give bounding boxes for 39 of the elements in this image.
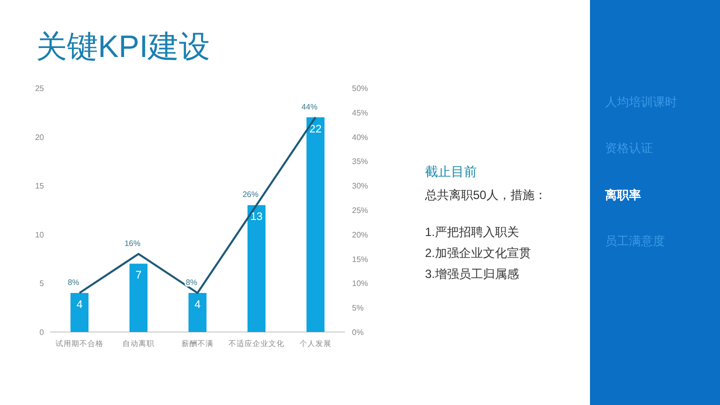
data-label: 7 <box>135 270 142 282</box>
text: 3.增强员工归属感 <box>425 267 520 281</box>
data-label: 8% <box>68 278 80 287</box>
y2-tick-label: 35% <box>352 157 368 166</box>
y2-tick-label: 20% <box>352 230 368 240</box>
y2-tick-label: 45% <box>352 108 368 118</box>
y-tick-label: 10 <box>35 230 45 240</box>
bar <box>130 264 148 332</box>
y-tick-label: 5 <box>40 279 45 288</box>
text: 1.严把招聘入职关 <box>425 225 520 239</box>
data-label: 8% <box>186 278 198 287</box>
data-label: 26% <box>242 190 259 200</box>
data-label: 16% <box>124 238 141 248</box>
data-label: 4 <box>76 298 83 311</box>
bar <box>70 292 88 332</box>
data-label: 4 <box>194 298 201 311</box>
y2-tick-label: 10% <box>352 279 368 288</box>
y2-tick-label: 30% <box>352 182 368 191</box>
data-label: 13 <box>250 211 263 224</box>
text: 总共离职50人，措施： <box>424 188 546 202</box>
y-tick-label: 0 <box>40 328 45 337</box>
y2-tick-label: 25% <box>352 206 368 215</box>
y-tick-label: 20 <box>35 132 45 142</box>
data-label: 22 <box>309 123 322 136</box>
bar <box>188 292 206 332</box>
data-label: 44% <box>301 102 318 112</box>
y-tick-label: 25 <box>35 84 45 93</box>
y2-tick-label: 15% <box>352 254 368 264</box>
text: 2.加强企业文化宣贯 <box>425 246 532 260</box>
text: 截止目前 <box>425 164 477 179</box>
y2-tick-label: 50% <box>352 84 368 93</box>
y2-tick-label: 5% <box>352 304 364 313</box>
y2-tick-label: 40% <box>352 132 368 142</box>
text: 离职率 <box>604 188 641 202</box>
y-tick-label: 15 <box>35 182 45 191</box>
y2-tick-label: 0% <box>352 328 364 337</box>
bar <box>306 117 324 332</box>
bar <box>248 205 266 332</box>
chart-title: 关键KPI建设 <box>36 29 210 64</box>
